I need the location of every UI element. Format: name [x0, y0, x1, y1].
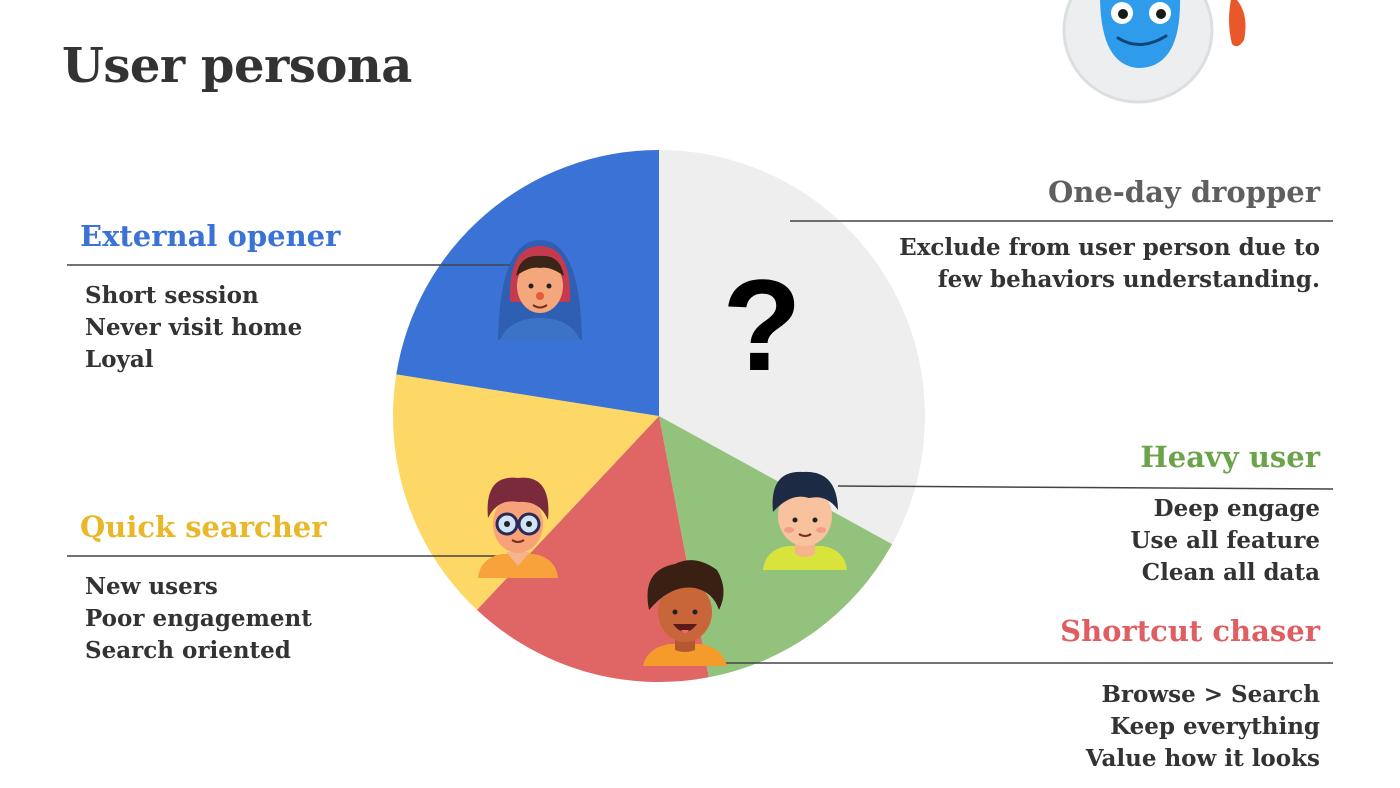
trait-text: Clean all data	[1141, 559, 1320, 586]
pie-slice-heavy	[659, 416, 893, 678]
trait-text: Never visit home	[85, 314, 303, 341]
mascot-logo	[1062, 0, 1246, 104]
quick-searcher-title: Quick searcher	[80, 510, 327, 544]
quick-searcher-avatar	[478, 477, 558, 578]
trait-text: Short session	[85, 282, 259, 309]
external-opener-avatar	[498, 240, 582, 340]
external-opener-title: External opener	[80, 219, 341, 253]
description-text: Exclude from user person due to	[899, 234, 1320, 261]
one-day-dropper-title: One-day dropper	[1047, 175, 1320, 209]
page-title: User persona	[62, 38, 412, 94]
description-text: few behaviors understanding.	[937, 266, 1320, 293]
trait-text: Use all feature	[1130, 527, 1320, 554]
shortcut-chaser-avatar	[643, 560, 727, 666]
quick-searcher-traits: New users Poor engagement Search oriente…	[85, 571, 312, 667]
pie-slice-shortcut	[476, 416, 709, 682]
trait-text: Loyal	[85, 346, 154, 373]
dropper-question-mark: ?	[722, 252, 801, 398]
shortcut-chaser-title: Shortcut chaser	[1060, 614, 1320, 648]
pie-slice-dropper	[659, 150, 926, 545]
heavy-connector-line	[837, 485, 1334, 490]
pie-slices	[393, 150, 926, 682]
trait-text: Value how it looks	[1085, 745, 1320, 772]
trait-text: Deep engage	[1153, 495, 1320, 522]
trait-text: Poor engagement	[85, 605, 312, 632]
trait-text: Browse > Search	[1101, 681, 1320, 708]
trait-text: New users	[85, 573, 218, 600]
heavy-user-title: Heavy user	[1140, 440, 1320, 474]
heavy-user-avatar	[763, 471, 847, 570]
one-day-dropper-description: Exclude from user person due to few beha…	[899, 232, 1320, 296]
external-opener-traits: Short session Never visit home Loyal	[85, 280, 302, 376]
heavy-user-traits: Deep engage Use all feature Clean all da…	[1130, 493, 1320, 589]
trait-text: Search oriented	[85, 637, 291, 664]
shortcut-chaser-traits: Browse > Search Keep everything Value ho…	[1086, 679, 1320, 775]
trait-text: Keep everything	[1110, 713, 1320, 740]
